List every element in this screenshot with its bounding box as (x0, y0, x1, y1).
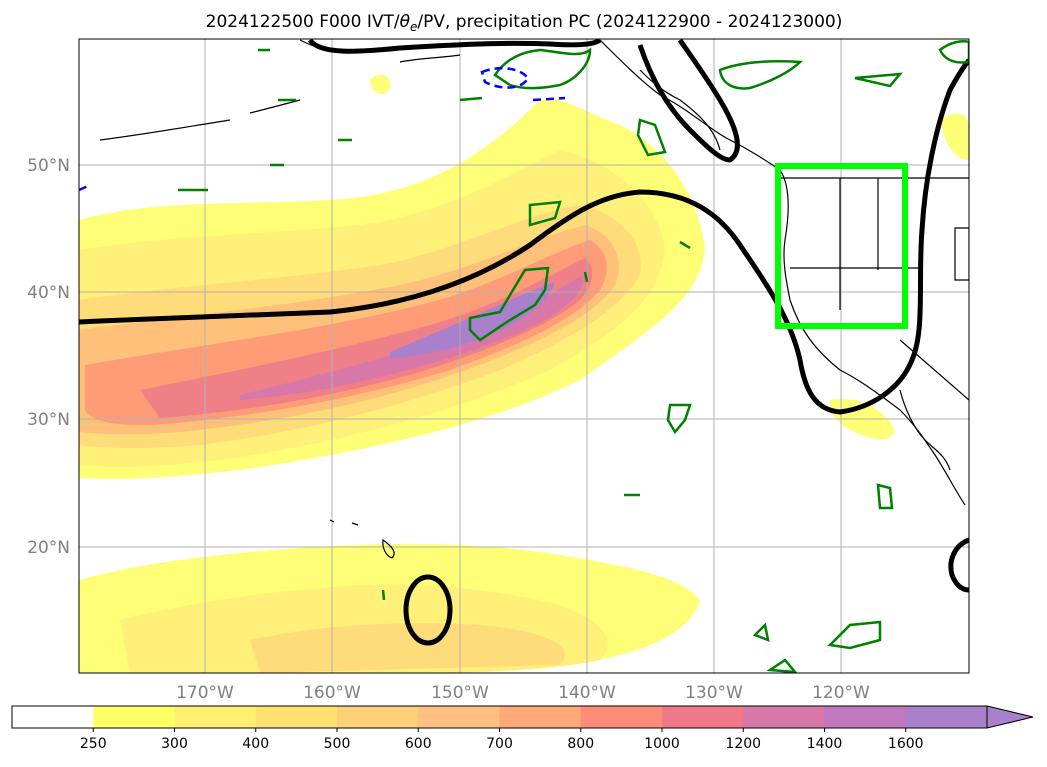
colorbar-label: 1600 (888, 736, 924, 752)
lon-label-160w: 160°W (303, 683, 361, 703)
map-border (78, 38, 970, 674)
colorbar-segment (93, 706, 175, 728)
coastlines (99, 39, 969, 559)
colorbar-label: 300 (161, 736, 188, 752)
colorbar: 250 300 400 500 600 700 800 1000 1200 1400 1600 (11, 705, 1034, 752)
colorbar-label: 400 (242, 736, 269, 752)
colorbar-segments (12, 706, 988, 728)
colorbar-label: 800 (567, 736, 594, 752)
colorbar-label: 600 (405, 736, 432, 752)
colorbar-segment (499, 706, 582, 728)
lat-label-40: 40°N (27, 283, 70, 303)
lat-label-50: 50°N (27, 156, 70, 176)
colorbar-extend-arrow (986, 705, 1034, 729)
colorbar-label: 500 (324, 736, 351, 752)
lon-labels: 170°W 160°W 150°W 140°W 130°W 120°W (176, 683, 870, 703)
lon-label-150w: 150°W (431, 683, 489, 703)
lon-label-140w: 140°W (558, 683, 616, 703)
colorbar-segment (337, 706, 419, 728)
colorbar-segment (12, 706, 94, 728)
colorbar-label: 1400 (807, 736, 843, 752)
colorbar-label: 1000 (644, 736, 680, 752)
colorbar-segment (905, 706, 988, 728)
colorbar-segment (255, 706, 338, 728)
colorbar-label: 250 (80, 736, 107, 752)
colorbar-segment (662, 706, 744, 728)
lat-label-20: 20°N (27, 538, 70, 558)
colorbar-segment (824, 706, 907, 728)
colorbar-segment (743, 706, 825, 728)
lon-label-120w: 120°W (812, 683, 870, 703)
pv-contours (79, 66, 566, 192)
colorbar-label: 1200 (725, 736, 761, 752)
gridlines (79, 39, 969, 673)
lat-labels: 50°N 40°N 30°N 20°N (27, 156, 70, 558)
lon-label-170w: 170°W (176, 683, 234, 703)
theta-e-contours (79, 39, 969, 646)
lat-label-30: 30°N (27, 410, 70, 430)
precip-contours (178, 40, 969, 673)
map-title: 2024122500 F000 IVT/θe/PV, precipitation… (206, 12, 843, 34)
colorbar-segment (418, 706, 500, 728)
colorbar-segment (174, 706, 257, 728)
colorbar-label: 700 (486, 736, 513, 752)
colorbar-segment (580, 706, 663, 728)
region-highlight-box (775, 163, 908, 329)
map-panel[interactable] (79, 39, 969, 673)
colorbar-labels: 250 300 400 500 600 700 800 1000 1200 1400 1600 (80, 728, 924, 752)
lon-label-130w: 130°W (685, 683, 743, 703)
